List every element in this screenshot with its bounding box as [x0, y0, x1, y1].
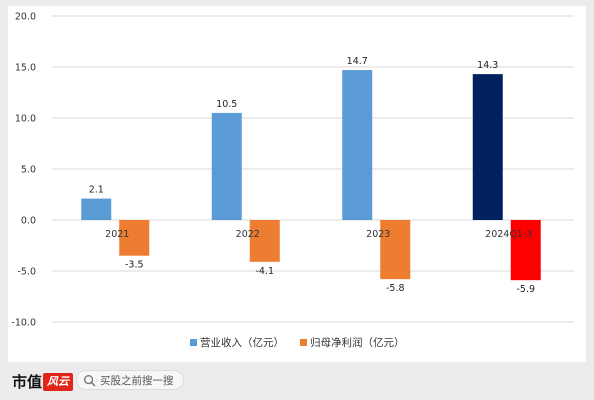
- search-icon: [83, 374, 96, 386]
- bar-net-profit: [510, 220, 541, 281]
- y-tick-label: 15.0: [15, 63, 36, 74]
- legend-entry: 归母净利润（亿元）: [310, 336, 405, 349]
- category-label: 2021: [105, 229, 129, 240]
- bar-revenue: [472, 74, 503, 220]
- y-tick-label: 0.0: [21, 216, 36, 227]
- category-label: 2022: [236, 229, 260, 240]
- y-tick-label: -10.0: [11, 318, 36, 329]
- search-input[interactable]: 买股之前搜一搜: [76, 370, 184, 390]
- legend-entry: 营业收入（亿元）: [200, 336, 284, 349]
- data-label: -5.9: [516, 284, 535, 295]
- footer-bar: 市值 风云 买股之前搜一搜: [0, 362, 594, 400]
- brand-logo[interactable]: 市值 风云: [12, 371, 74, 392]
- chart-frame: 20.0 15.0 10.0 5.0 0.0 -5.0 -10.0 2.1 -3.5 2021 10…: [8, 6, 586, 362]
- bar-chart: 20.0 15.0 10.0 5.0 0.0 -5.0 -10.0 2.1 -3.5 2021 10…: [11, 12, 574, 349]
- y-tick-label: -5.0: [17, 267, 36, 278]
- data-label: -4.1: [255, 266, 274, 277]
- data-label: -5.8: [386, 283, 405, 294]
- legend-swatch: [300, 339, 307, 346]
- legend-swatch: [190, 339, 197, 346]
- data-label: 14.7: [347, 56, 368, 67]
- bar-revenue: [211, 112, 242, 220]
- category-label: 2023: [366, 229, 390, 240]
- bar-net-profit: [119, 220, 150, 256]
- data-label: 10.5: [216, 99, 237, 110]
- y-tick-label: 20.0: [15, 12, 36, 23]
- bar-revenue: [342, 70, 373, 220]
- y-tick-label: 5.0: [21, 165, 36, 176]
- data-label: 14.3: [477, 60, 498, 71]
- category-label: 2024Q1-3: [485, 229, 532, 240]
- bar-net-profit: [249, 220, 280, 262]
- y-tick-label: 10.0: [15, 114, 36, 125]
- search-placeholder: 买股之前搜一搜: [100, 374, 174, 387]
- bar-net-profit: [380, 220, 411, 280]
- data-label: 2.1: [89, 185, 104, 196]
- brand-name: 市值: [12, 373, 43, 391]
- bar-revenue: [81, 198, 112, 220]
- brand-logo-mark: 风云: [43, 372, 74, 391]
- data-label: -3.5: [125, 260, 144, 271]
